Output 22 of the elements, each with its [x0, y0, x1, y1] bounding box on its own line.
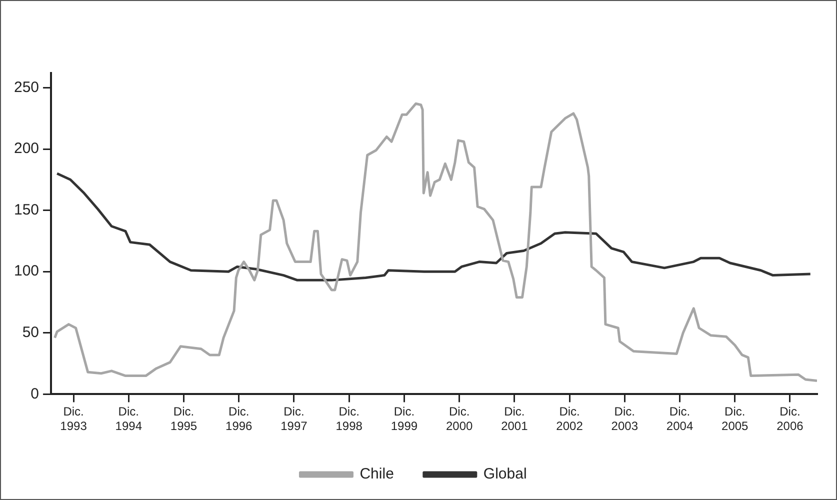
- y-tick-label: 150: [14, 201, 40, 218]
- y-tick-label: 0: [30, 385, 40, 402]
- x-tick-label: Dic. 1995: [170, 404, 198, 434]
- y-tick-label: 200: [14, 140, 40, 158]
- x-tick-label: Dic. 2003: [611, 404, 638, 434]
- x-tick-label: Dic. 1994: [115, 404, 142, 434]
- x-tick-label: Dic. 1999: [390, 404, 418, 434]
- x-tick-label: Dic. 1996: [226, 404, 253, 434]
- x-tick-label: Dic. 2001: [501, 404, 528, 434]
- y-tick-label: 250: [14, 78, 40, 96]
- legend-label: Chile: [360, 466, 394, 483]
- x-tick-label: Dic. 2006: [776, 404, 804, 434]
- x-tick-label: Dic. 2004: [666, 404, 694, 434]
- x-tick-label: Dic. 1998: [336, 404, 363, 434]
- x-tick-label: Dic. 2000: [446, 404, 473, 434]
- x-tick-label: Dic. 1997: [280, 404, 308, 434]
- x-tick-label: Dic. 2002: [556, 404, 584, 434]
- legend-label: Global: [483, 466, 527, 483]
- x-tick-label: Dic. 1993: [60, 404, 88, 434]
- x-tick-label: Dic. 2005: [722, 404, 749, 434]
- y-tick-label: 50: [22, 324, 40, 342]
- y-tick-label: 100: [14, 262, 40, 280]
